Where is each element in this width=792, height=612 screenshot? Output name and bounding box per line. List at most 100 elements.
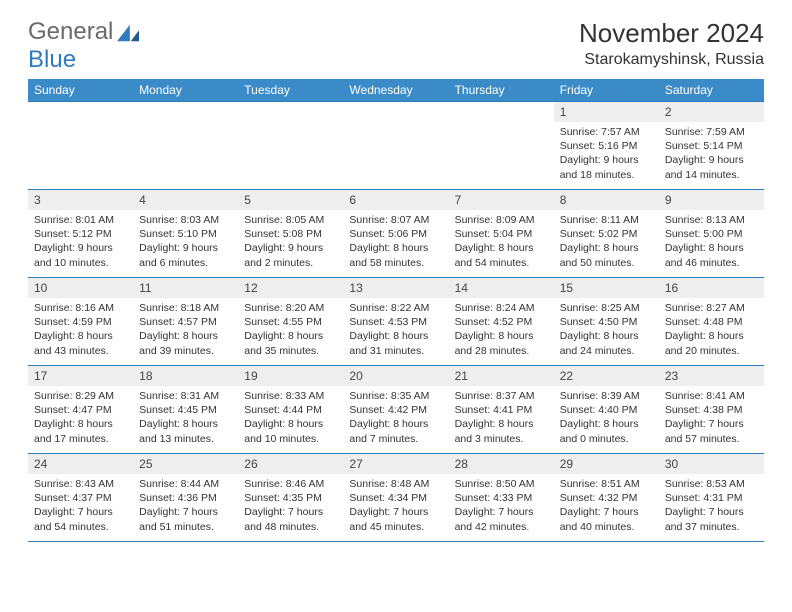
day-cell: 17Sunrise: 8:29 AMSunset: 4:47 PMDayligh… <box>28 366 133 454</box>
daylight-line: Daylight: 9 hours and 18 minutes. <box>560 153 653 181</box>
day-number: 13 <box>343 278 448 298</box>
daylight-line: Daylight: 7 hours and 42 minutes. <box>455 505 548 533</box>
logo: General <box>28 18 141 46</box>
day-body: Sunrise: 8:51 AMSunset: 4:32 PMDaylight:… <box>554 474 659 539</box>
day-cell <box>449 102 554 190</box>
sunset-line: Sunset: 4:37 PM <box>34 491 127 505</box>
sunrise-line: Sunrise: 8:18 AM <box>139 301 232 315</box>
day-cell: 15Sunrise: 8:25 AMSunset: 4:50 PMDayligh… <box>554 278 659 366</box>
sunset-line: Sunset: 4:40 PM <box>560 403 653 417</box>
day-body: Sunrise: 8:24 AMSunset: 4:52 PMDaylight:… <box>449 298 554 363</box>
daylight-line: Daylight: 8 hours and 3 minutes. <box>455 417 548 445</box>
daylight-line: Daylight: 7 hours and 40 minutes. <box>560 505 653 533</box>
day-number: 11 <box>133 278 238 298</box>
sunset-line: Sunset: 4:53 PM <box>349 315 442 329</box>
day-body: Sunrise: 8:44 AMSunset: 4:36 PMDaylight:… <box>133 474 238 539</box>
daylight-line: Daylight: 8 hours and 43 minutes. <box>34 329 127 357</box>
daylight-line: Daylight: 7 hours and 54 minutes. <box>34 505 127 533</box>
sunrise-line: Sunrise: 8:41 AM <box>665 389 758 403</box>
week-row: 10Sunrise: 8:16 AMSunset: 4:59 PMDayligh… <box>28 278 764 366</box>
day-body: Sunrise: 8:05 AMSunset: 5:08 PMDaylight:… <box>238 210 343 275</box>
day-number: 6 <box>343 190 448 210</box>
day-body: Sunrise: 8:07 AMSunset: 5:06 PMDaylight:… <box>343 210 448 275</box>
sunrise-line: Sunrise: 8:51 AM <box>560 477 653 491</box>
day-number: 30 <box>659 454 764 474</box>
day-body: Sunrise: 8:43 AMSunset: 4:37 PMDaylight:… <box>28 474 133 539</box>
month-title: November 2024 <box>579 18 764 49</box>
day-number: 2 <box>659 102 764 122</box>
sunrise-line: Sunrise: 8:29 AM <box>34 389 127 403</box>
day-cell: 14Sunrise: 8:24 AMSunset: 4:52 PMDayligh… <box>449 278 554 366</box>
day-cell <box>343 102 448 190</box>
daylight-line: Daylight: 8 hours and 35 minutes. <box>244 329 337 357</box>
week-row: 3 Sunrise: 8:01 AMSunset: 5:12 PM Daylight… <box>28 190 764 278</box>
sunset-line: Sunset: 5:06 PM <box>349 227 442 241</box>
sunset-line: Sunset: 5:16 PM <box>560 139 653 153</box>
dow-header: Sunday <box>28 79 133 102</box>
day-cell: 28Sunrise: 8:50 AMSunset: 4:33 PMDayligh… <box>449 454 554 542</box>
day-body: Sunrise: 8:25 AMSunset: 4:50 PMDaylight:… <box>554 298 659 363</box>
sunset-line: Sunset: 4:55 PM <box>244 315 337 329</box>
day-number: 8 <box>554 190 659 210</box>
day-cell: 3Sunrise: 8:01 AMSunset: 5:12 PMDaylight… <box>28 190 133 278</box>
day-number: 20 <box>343 366 448 386</box>
day-cell: 29Sunrise: 8:51 AMSunset: 4:32 PMDayligh… <box>554 454 659 542</box>
day-number: 4 <box>133 190 238 210</box>
sunrise-line: Sunrise: 7:59 AM <box>665 125 758 139</box>
sunrise-line: Sunrise: 8:37 AM <box>455 389 548 403</box>
sunset-line: Sunset: 5:12 PM <box>34 227 127 241</box>
day-body: Sunrise: 8:53 AMSunset: 4:31 PMDaylight:… <box>659 474 764 539</box>
sunset-line: Sunset: 4:44 PM <box>244 403 337 417</box>
day-body: Sunrise: 8:41 AMSunset: 4:38 PMDaylight:… <box>659 386 764 451</box>
sunset-line: Sunset: 4:42 PM <box>349 403 442 417</box>
sunset-line: Sunset: 4:34 PM <box>349 491 442 505</box>
sunrise-line: Sunrise: 8:03 AM <box>139 213 232 227</box>
day-number: 1 <box>554 102 659 122</box>
day-number: 12 <box>238 278 343 298</box>
logo-text-general: General <box>28 18 113 46</box>
day-body: Sunrise: 8:31 AMSunset: 4:45 PMDaylight:… <box>133 386 238 451</box>
calendar-table: SundayMondayTuesdayWednesdayThursdayFrid… <box>28 79 764 542</box>
sunrise-line: Sunrise: 8:44 AM <box>139 477 232 491</box>
day-number: 17 <box>28 366 133 386</box>
sunrise-line: Sunrise: 8:20 AM <box>244 301 337 315</box>
header: General November 2024 Starokamyshinsk, R… <box>28 18 764 69</box>
sunset-line: Sunset: 5:02 PM <box>560 227 653 241</box>
day-cell: 25Sunrise: 8:44 AMSunset: 4:36 PMDayligh… <box>133 454 238 542</box>
calendar-page: General November 2024 Starokamyshinsk, R… <box>0 0 792 560</box>
sunrise-line: Sunrise: 8:25 AM <box>560 301 653 315</box>
sunset-line: Sunset: 4:41 PM <box>455 403 548 417</box>
sunrise-line: Sunrise: 8:39 AM <box>560 389 653 403</box>
day-cell: 7Sunrise: 8:09 AMSunset: 5:04 PMDaylight… <box>449 190 554 278</box>
day-cell: 13Sunrise: 8:22 AMSunset: 4:53 PMDayligh… <box>343 278 448 366</box>
day-cell: 8Sunrise: 8:11 AMSunset: 5:02 PMDaylight… <box>554 190 659 278</box>
daylight-line: Daylight: 8 hours and 58 minutes. <box>349 241 442 269</box>
sunset-line: Sunset: 4:31 PM <box>665 491 758 505</box>
day-number: 22 <box>554 366 659 386</box>
week-row: 1Sunrise: 7:57 AMSunset: 5:16 PMDaylight… <box>28 102 764 190</box>
day-number: 18 <box>133 366 238 386</box>
daylight-line: Daylight: 9 hours and 14 minutes. <box>665 153 758 181</box>
day-body: Sunrise: 8:13 AMSunset: 5:00 PMDaylight:… <box>659 210 764 275</box>
sunset-line: Sunset: 5:10 PM <box>139 227 232 241</box>
sunset-line: Sunset: 5:14 PM <box>665 139 758 153</box>
day-number: 9 <box>659 190 764 210</box>
daylight-line: Daylight: 7 hours and 45 minutes. <box>349 505 442 533</box>
day-number: 3 <box>28 190 133 210</box>
daylight-line: Daylight: 8 hours and 17 minutes. <box>34 417 127 445</box>
week-row: 24Sunrise: 8:43 AMSunset: 4:37 PMDayligh… <box>28 454 764 542</box>
sunrise-line: Sunrise: 8:01 AM <box>34 213 127 227</box>
day-cell: 12 Sunrise: 8:20 AMSunset: 4:55 PMDayligh… <box>238 278 343 366</box>
day-cell: 27Sunrise: 8:48 AMSunset: 4:34 PMDayligh… <box>343 454 448 542</box>
day-number: 5 <box>238 190 343 210</box>
day-cell <box>28 102 133 190</box>
sunrise-line: Sunrise: 8:11 AM <box>560 213 653 227</box>
sunrise-line: Sunrise: 8:07 AM <box>349 213 442 227</box>
sunrise-line: Sunrise: 8:43 AM <box>34 477 127 491</box>
day-body: Sunrise: 8:22 AMSunset: 4:53 PMDaylight:… <box>343 298 448 363</box>
sunrise-line: Sunrise: 8:13 AM <box>665 213 758 227</box>
sunset-line: Sunset: 5:08 PM <box>244 227 337 241</box>
sunset-line: Sunset: 4:38 PM <box>665 403 758 417</box>
week-row: 17Sunrise: 8:29 AMSunset: 4:47 PMDayligh… <box>28 366 764 454</box>
day-cell: 2 Sunrise: 7:59 AMSunset: 5:14 PMDaylight… <box>659 102 764 190</box>
